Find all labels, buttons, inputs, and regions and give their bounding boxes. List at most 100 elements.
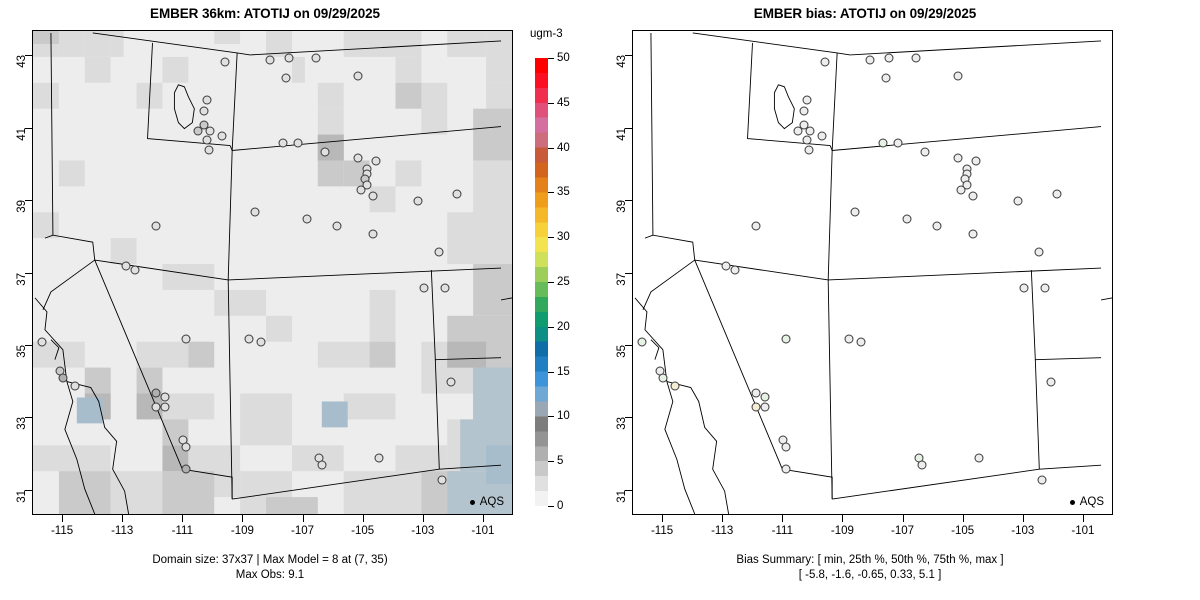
aqs-station-point[interactable]	[452, 189, 462, 199]
aqs-bias-point[interactable]	[781, 442, 791, 452]
aqs-station-point[interactable]	[121, 261, 131, 271]
aqs-station-point[interactable]	[437, 475, 447, 485]
aqs-bias-point[interactable]	[751, 402, 761, 412]
aqs-station-point[interactable]	[374, 453, 384, 463]
aqs-bias-point[interactable]	[893, 138, 903, 148]
aqs-station-point[interactable]	[151, 221, 161, 231]
aqs-station-point[interactable]	[202, 135, 212, 145]
aqs-station-point[interactable]	[281, 73, 291, 83]
aqs-bias-point[interactable]	[1013, 196, 1023, 206]
aqs-station-point[interactable]	[440, 283, 450, 293]
aqs-bias-point[interactable]	[760, 392, 770, 402]
aqs-station-point[interactable]	[181, 442, 191, 452]
aqs-bias-point[interactable]	[658, 373, 668, 383]
aqs-station-point[interactable]	[250, 207, 260, 217]
aqs-station-point[interactable]	[160, 402, 170, 412]
aqs-bias-point[interactable]	[1034, 247, 1044, 257]
aqs-station-point[interactable]	[353, 71, 363, 81]
aqs-bias-point[interactable]	[968, 229, 978, 239]
aqs-bias-point[interactable]	[953, 153, 963, 163]
aqs-station-point[interactable]	[293, 138, 303, 148]
aqs-bias-point[interactable]	[730, 265, 740, 275]
aqs-station-point[interactable]	[371, 156, 381, 166]
aqs-station-point[interactable]	[204, 145, 214, 155]
aqs-bias-point[interactable]	[793, 126, 803, 136]
aqs-bias-point[interactable]	[953, 71, 963, 81]
aqs-bias-point[interactable]	[1037, 475, 1047, 485]
aqs-station-point[interactable]	[368, 229, 378, 239]
aqs-station-point[interactable]	[353, 153, 363, 163]
aqs-bias-point[interactable]	[920, 147, 930, 157]
aqs-station-point[interactable]	[278, 138, 288, 148]
aqs-station-point[interactable]	[362, 180, 372, 190]
aqs-bias-point[interactable]	[974, 453, 984, 463]
map-plot-area-model[interactable]: AQS	[32, 30, 513, 515]
aqs-bias-point[interactable]	[856, 337, 866, 347]
aqs-station-point[interactable]	[434, 247, 444, 257]
aqs-bias-point[interactable]	[804, 145, 814, 155]
aqs-bias-point[interactable]	[917, 460, 927, 470]
map-plot-area-bias[interactable]: AQS	[632, 30, 1113, 515]
aqs-station-point[interactable]	[244, 334, 254, 344]
aqs-station-point[interactable]	[220, 57, 230, 67]
aqs-bias-point[interactable]	[971, 156, 981, 166]
aqs-bias-point[interactable]	[802, 95, 812, 105]
aqs-bias-point[interactable]	[781, 464, 791, 474]
aqs-bias-point[interactable]	[902, 214, 912, 224]
aqs-station-point[interactable]	[256, 337, 266, 347]
aqs-station-point[interactable]	[413, 196, 423, 206]
aqs-bias-point[interactable]	[670, 381, 680, 391]
aqs-station-point[interactable]	[356, 185, 366, 195]
aqs-station-point[interactable]	[284, 53, 294, 63]
aqs-bias-point[interactable]	[932, 221, 942, 231]
aqs-station-point[interactable]	[151, 388, 161, 398]
aqs-station-point[interactable]	[130, 265, 140, 275]
aqs-bias-point[interactable]	[799, 106, 809, 116]
aqs-station-point[interactable]	[37, 337, 47, 347]
aqs-bias-point[interactable]	[760, 402, 770, 412]
aqs-bias-point[interactable]	[1046, 377, 1056, 387]
aqs-bias-point[interactable]	[844, 334, 854, 344]
aqs-bias-point[interactable]	[911, 53, 921, 63]
aqs-bias-point[interactable]	[968, 191, 978, 201]
aqs-station-point[interactable]	[181, 334, 191, 344]
aqs-station-point[interactable]	[199, 120, 209, 130]
aqs-station-point[interactable]	[151, 402, 161, 412]
aqs-station-point[interactable]	[446, 377, 456, 387]
aqs-bias-point[interactable]	[637, 337, 647, 347]
aqs-bias-point[interactable]	[962, 180, 972, 190]
aqs-station-point[interactable]	[317, 460, 327, 470]
aqs-station-point[interactable]	[368, 191, 378, 201]
aqs-bias-point[interactable]	[1052, 189, 1062, 199]
aqs-bias-point[interactable]	[881, 73, 891, 83]
aqs-bias-point[interactable]	[751, 221, 761, 231]
aqs-station-point[interactable]	[419, 283, 429, 293]
aqs-bias-point[interactable]	[802, 135, 812, 145]
aqs-station-point[interactable]	[199, 106, 209, 116]
aqs-station-point[interactable]	[265, 55, 275, 65]
aqs-station-point[interactable]	[58, 373, 68, 383]
aqs-bias-point[interactable]	[781, 334, 791, 344]
aqs-station-point[interactable]	[332, 221, 342, 231]
aqs-station-point[interactable]	[205, 126, 215, 136]
aqs-station-point[interactable]	[311, 53, 321, 63]
aqs-station-point[interactable]	[302, 214, 312, 224]
aqs-bias-point[interactable]	[751, 388, 761, 398]
aqs-station-point[interactable]	[320, 147, 330, 157]
aqs-bias-point[interactable]	[850, 207, 860, 217]
aqs-station-point[interactable]	[181, 464, 191, 474]
aqs-station-point[interactable]	[193, 126, 203, 136]
aqs-bias-point[interactable]	[799, 120, 809, 130]
aqs-bias-point[interactable]	[1040, 283, 1050, 293]
aqs-bias-point[interactable]	[721, 261, 731, 271]
aqs-station-point[interactable]	[160, 392, 170, 402]
aqs-station-point[interactable]	[70, 381, 80, 391]
aqs-bias-point[interactable]	[956, 185, 966, 195]
aqs-station-point[interactable]	[217, 131, 227, 141]
aqs-station-point[interactable]	[202, 95, 212, 105]
aqs-bias-point[interactable]	[1019, 283, 1029, 293]
aqs-bias-point[interactable]	[817, 131, 827, 141]
aqs-bias-point[interactable]	[884, 53, 894, 63]
aqs-bias-point[interactable]	[805, 126, 815, 136]
aqs-bias-point[interactable]	[878, 138, 888, 148]
